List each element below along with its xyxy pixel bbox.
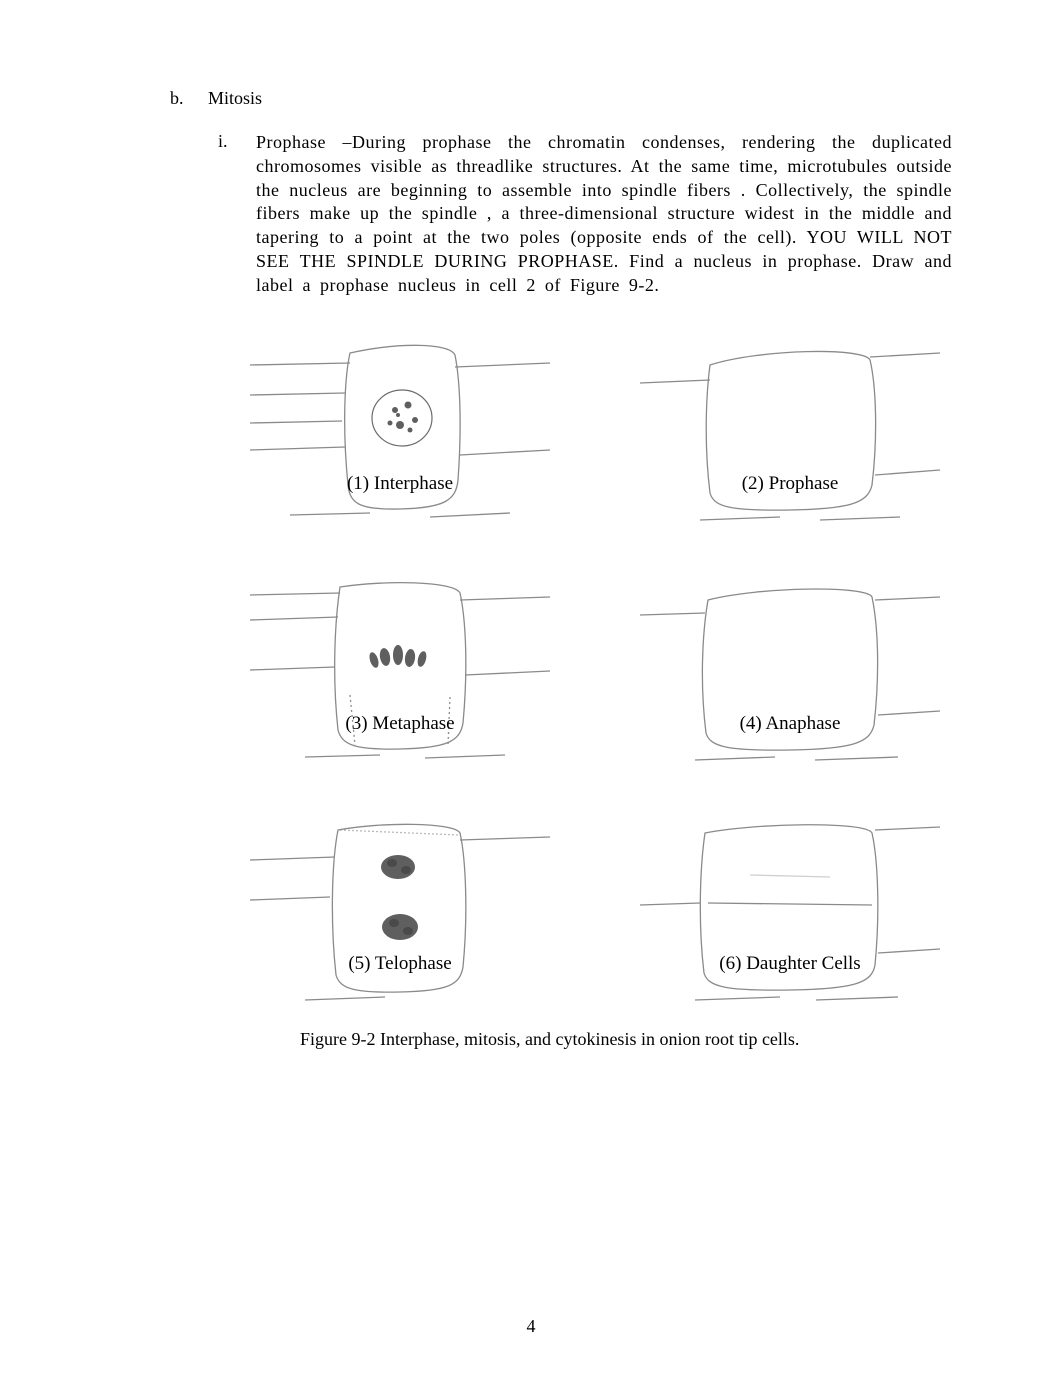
outline-item-i: i. Prophase –During prophase the chromat…: [218, 131, 952, 297]
figure-cell-anaphase: (4) Anaphase: [640, 565, 940, 765]
telophase-svg: [250, 805, 550, 1005]
daughter-svg: [640, 805, 940, 1005]
outline-marker-b: b.: [170, 88, 208, 109]
figure-cell-interphase: (1) Interphase: [250, 325, 550, 525]
metaphase-svg: [250, 565, 550, 765]
figure-cell-metaphase: (3) Metaphase: [250, 565, 550, 765]
caption-telophase: (5) Telophase: [250, 953, 550, 975]
outline-text-i: Prophase –During prophase the chromatin …: [256, 131, 952, 297]
figure-cell-daughter: (6) Daughter Cells: [640, 805, 940, 1005]
page-number: 4: [0, 1316, 1062, 1337]
figure-caption: Figure 9-2 Interphase, mitosis, and cyto…: [300, 1029, 970, 1050]
outline-label-b: Mitosis: [208, 88, 262, 109]
interphase-svg: [250, 325, 550, 525]
caption-metaphase: (3) Metaphase: [250, 713, 550, 735]
figure-cell-telophase: (5) Telophase: [250, 805, 550, 1005]
caption-daughter: (6) Daughter Cells: [640, 953, 940, 975]
prophase-svg: [640, 325, 940, 525]
figure-9-2: (1) Interphase (2) Prophase: [250, 325, 970, 1050]
outline-item-b: b. Mitosis: [170, 88, 952, 109]
caption-interphase: (1) Interphase: [250, 473, 550, 495]
page-root: b. Mitosis i. Prophase –During prophase …: [0, 0, 1062, 1377]
outline-marker-i: i.: [218, 131, 256, 297]
figure-grid: (1) Interphase (2) Prophase: [250, 325, 970, 1005]
figure-cell-prophase: (2) Prophase: [640, 325, 940, 525]
caption-anaphase: (4) Anaphase: [640, 713, 940, 735]
caption-prophase: (2) Prophase: [640, 473, 940, 495]
anaphase-svg: [640, 565, 940, 765]
